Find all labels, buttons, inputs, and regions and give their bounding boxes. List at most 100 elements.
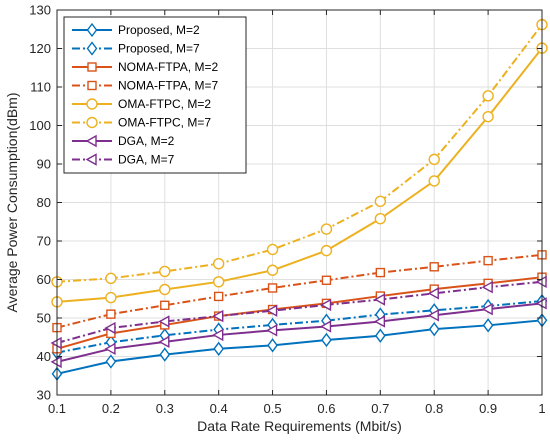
series-7-point xyxy=(320,320,332,333)
legend-marker xyxy=(86,116,98,129)
y-tick-label: 130 xyxy=(29,3,51,18)
series-1-point xyxy=(105,354,117,369)
series-5 xyxy=(51,42,548,308)
series-7-point xyxy=(212,328,224,342)
series-8-point xyxy=(158,315,170,328)
series-6-point xyxy=(105,272,117,285)
series-7-point xyxy=(158,335,170,349)
axes-box xyxy=(56,9,543,396)
series-7-point xyxy=(104,342,116,355)
x-tick-label: 0.2 xyxy=(102,401,120,416)
legend-marker xyxy=(86,22,98,38)
series-8-point xyxy=(104,321,116,335)
series-7-point xyxy=(427,309,439,322)
series-5-point xyxy=(212,276,225,288)
x-tick-label: 0.3 xyxy=(156,401,174,416)
series-5-point xyxy=(105,291,117,304)
y-tick-label: 100 xyxy=(29,118,51,133)
series-6-point xyxy=(482,90,494,102)
series-4-point xyxy=(160,300,170,310)
series-6-line xyxy=(56,24,543,283)
series-6-point xyxy=(266,243,279,256)
x-tick-label: 1 xyxy=(538,401,545,416)
series-4-point xyxy=(321,275,332,285)
series-5-point xyxy=(428,175,440,187)
legend-marker xyxy=(87,80,97,91)
series-1-point xyxy=(482,318,494,333)
x-tick-label: 0.8 xyxy=(425,401,443,416)
y-tick-label: 120 xyxy=(29,41,51,56)
series-4-point xyxy=(106,309,116,319)
series-5-point xyxy=(159,283,171,296)
legend-label: Proposed, M=2 xyxy=(118,23,200,37)
legend-item: Proposed, M=2 xyxy=(72,22,200,38)
series-4-point xyxy=(429,262,439,272)
legend-item: NOMA-FTPA, M=7 xyxy=(72,79,218,93)
legend-label: OMA-FTPC, M=7 xyxy=(118,116,211,130)
series-4-point xyxy=(483,255,493,266)
series-7-line xyxy=(56,302,543,363)
legend-marker xyxy=(85,153,97,166)
x-tick-label: 0.6 xyxy=(317,401,335,416)
legend-marker xyxy=(86,98,98,110)
series-8-point xyxy=(320,298,332,312)
x-tick-label: 0.5 xyxy=(264,401,282,416)
series-1-point xyxy=(321,332,332,348)
legend-label: OMA-FTPC, M=2 xyxy=(118,97,211,111)
series-8-point xyxy=(212,309,224,323)
legend-label: NOMA-FTPA, M=2 xyxy=(118,60,218,74)
series-4-point xyxy=(375,267,386,278)
legend-item: DGA, M=2 xyxy=(72,134,175,148)
series-4-point xyxy=(213,291,224,302)
y-tick-label: 80 xyxy=(37,195,51,210)
x-axis-label: Data Rate Requirements (Mbit/s) xyxy=(197,418,402,434)
y-tick-label: 60 xyxy=(37,272,51,287)
series-4-line xyxy=(56,253,543,329)
series-1-point xyxy=(374,328,386,343)
series-1-point xyxy=(267,338,278,353)
legend-label: DGA, M=2 xyxy=(118,134,175,148)
legend-marker xyxy=(87,62,97,72)
x-tick-label: 0.7 xyxy=(371,401,389,416)
series-6-point xyxy=(428,153,440,166)
axes xyxy=(56,9,543,396)
x-tick-label: 0.4 xyxy=(210,401,228,416)
y-tick-label: 50 xyxy=(37,311,51,326)
series-1 xyxy=(51,313,548,381)
series-1-point xyxy=(428,321,440,337)
series-5-line xyxy=(56,47,543,303)
x-tick-label: 0.1 xyxy=(48,401,66,416)
series-5-point xyxy=(482,110,494,123)
legend-marker xyxy=(85,134,97,148)
series-6-point xyxy=(374,195,387,208)
series-5-point xyxy=(266,264,279,276)
series-1-line xyxy=(56,319,543,375)
series-6-point xyxy=(159,265,171,278)
y-tick-label: 70 xyxy=(37,234,51,249)
series-5-point xyxy=(374,212,387,225)
legend-item: OMA-FTPC, M=7 xyxy=(72,116,211,130)
legend-label: Proposed, M=7 xyxy=(118,42,200,56)
series-6-point xyxy=(320,223,333,235)
y-tick-label: 30 xyxy=(37,388,51,403)
series-5-point xyxy=(320,244,333,257)
legend-marker xyxy=(86,41,98,56)
legend-label: NOMA-FTPA, M=7 xyxy=(118,79,218,93)
series-7-point xyxy=(266,324,278,337)
series-8-point xyxy=(481,281,493,294)
tick-labels: 0.1 0.2 0.3 0.4 0.5 0.6 0.7 0.8 0.9 1304050607080… xyxy=(29,3,545,417)
legend-item: OMA-FTPC, M=2 xyxy=(72,97,211,111)
series-2-line xyxy=(56,300,543,354)
series-1-point xyxy=(213,341,225,356)
series-8-point xyxy=(427,287,439,300)
legend-box xyxy=(63,16,247,174)
series-7-point xyxy=(373,315,386,328)
y-axis-label: Average Power Consumption(dBm) xyxy=(4,93,20,313)
series-1-point xyxy=(159,347,171,362)
y-tick-label: 90 xyxy=(37,157,51,172)
legend-item: Proposed, M=7 xyxy=(72,41,200,56)
legend-item: NOMA-FTPA, M=2 xyxy=(72,60,218,74)
legend: Proposed, M=2 Proposed, M=7 NOMA-FTPA, M=2… xyxy=(63,16,247,174)
y-tick-label: 110 xyxy=(30,80,51,95)
